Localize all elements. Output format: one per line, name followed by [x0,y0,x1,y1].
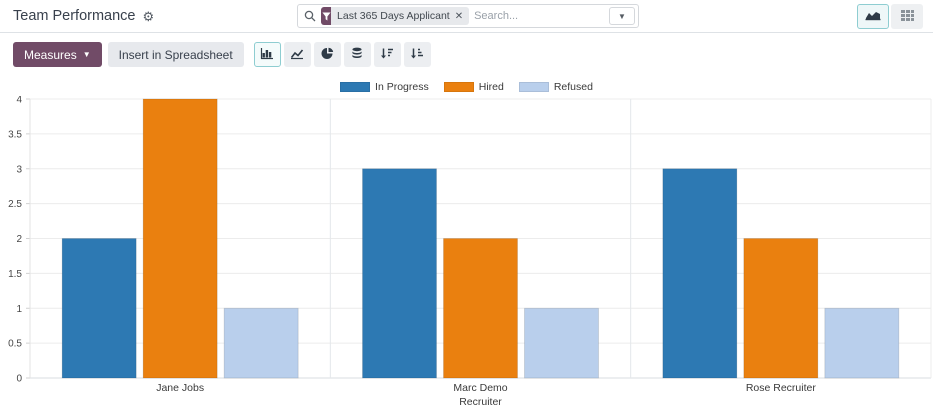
legend-item-refused[interactable]: Refused [518,81,593,93]
pivot-table-icon [900,8,915,25]
x-category-label: Marc Demo [453,382,507,394]
sort-ascending-button[interactable] [403,42,431,67]
chart-type-buttons [253,42,431,67]
header-bar: Team Performance ⚙ Last 365 Days Applica… [0,0,933,33]
legend-item-in-progress[interactable]: In Progress [340,81,429,93]
facet-remove-icon[interactable]: ✕ [454,10,464,22]
legend-swatch [518,82,549,92]
view-switcher [643,3,923,29]
bar-in-progress-marc-demo[interactable] [362,168,437,379]
x-category-label: Rose Recruiter [746,382,817,394]
legend-swatch [443,82,474,92]
measures-button[interactable]: Measures ▼ [13,42,102,67]
bar-refused-rose-recruiter[interactable] [824,307,900,379]
y-tick-label: 0 [16,374,22,385]
pie-chart-button[interactable] [313,42,341,67]
y-tick-label: 4 [16,96,22,106]
view-button-pivot[interactable] [891,3,923,29]
breadcrumb: Team Performance ⚙ [13,8,293,24]
facet-label: Last 365 Days Applicant [337,10,450,22]
legend-swatch [340,82,371,92]
insert-in-spreadsheet-button[interactable]: Insert in Spreadsheet [107,42,244,67]
measures-label: Measures [24,47,77,62]
legend-label: Refused [553,81,593,93]
view-button-graph[interactable] [857,3,889,29]
area-chart-icon [865,8,881,24]
y-tick-label: 1.5 [8,269,22,280]
legend-item-hired[interactable]: Hired [443,81,504,93]
y-tick-label: 0.5 [8,339,22,350]
y-tick-label: 2.5 [8,199,22,210]
bar-chart-icon [260,47,274,63]
graph-toolbar: Measures ▼ Insert in Spreadsheet [0,33,933,76]
filter-icon [321,7,332,25]
bar-refused-jane-jobs[interactable] [223,307,299,379]
page-title: Team Performance [13,8,136,24]
pie-chart-icon [321,47,334,63]
bar-in-progress-rose-recruiter[interactable] [662,168,738,379]
insert-spreadsheet-label: Insert in Spreadsheet [118,47,233,62]
search-wrap: Last 365 Days Applicant ✕ ▼ [293,4,643,28]
sort-descending-button[interactable] [373,42,401,67]
chevron-down-icon: ▼ [82,50,91,59]
chart-legend: In Progress Hired Refused [0,78,933,96]
x-axis-title: Recruiter [459,396,502,408]
stacked-button[interactable] [343,42,371,67]
y-tick-label: 3 [16,164,22,175]
search-facet: Last 365 Days Applicant ✕ [321,7,470,25]
y-tick-label: 1 [16,304,22,315]
bar-hired-jane-jobs[interactable] [142,98,218,379]
legend-label: In Progress [375,81,429,93]
stacked-database-icon [351,47,363,63]
y-tick-label: 2 [16,234,22,245]
search-bar[interactable]: Last 365 Days Applicant ✕ ▼ [297,4,639,28]
bar-hired-rose-recruiter[interactable] [743,238,819,379]
search-input[interactable] [474,10,608,22]
chart-section: In Progress Hired Refused 0 0.5 1 1.5 2 2.5 3 3.5… [0,76,933,411]
x-category-label: Jane Jobs [156,382,204,394]
bar-hired-marc-demo[interactable] [443,238,518,379]
line-chart-button[interactable] [283,42,311,67]
bar-refused-marc-demo[interactable] [524,307,599,379]
gear-icon[interactable]: ⚙ [142,8,155,24]
y-tick-label: 3.5 [8,129,22,140]
sort-ascending-icon [410,47,424,63]
line-chart-icon [290,47,304,63]
legend-label: Hired [478,81,504,93]
bar-chart: 0 0.5 1 1.5 2 2.5 3 3.5 4 Jane Jobs Marc Demo Rose … [8,95,932,408]
bar-chart-button[interactable] [253,42,281,67]
search-icon [304,10,316,22]
search-dropdown-toggle[interactable]: ▼ [609,7,635,25]
bar-in-progress-jane-jobs[interactable] [61,238,137,379]
sort-descending-icon [380,47,394,63]
